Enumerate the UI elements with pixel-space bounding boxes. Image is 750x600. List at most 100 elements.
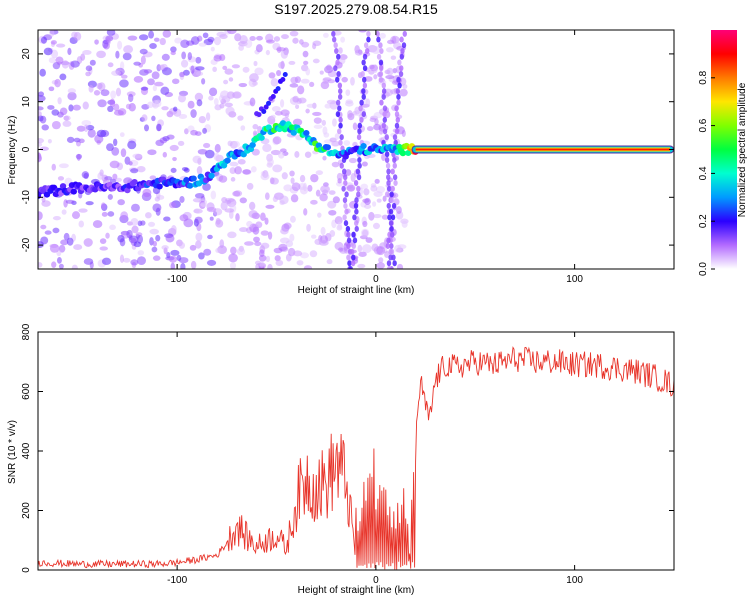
noise-blob [106, 143, 114, 152]
noise-blob [238, 45, 244, 51]
noise-blob [73, 244, 83, 251]
noise-blob [41, 124, 49, 131]
noise-blob [232, 190, 241, 197]
noise-blob [246, 182, 254, 190]
spectrogram-marks [38, 30, 674, 269]
noise-blob [128, 161, 133, 166]
noise-blob [346, 184, 356, 192]
spectrogram-ylabel: Frequency (Hz) [7, 116, 18, 185]
noise-blob [305, 67, 311, 76]
noise-blob [78, 220, 85, 228]
noise-blob [215, 247, 221, 253]
streak-blob [396, 76, 401, 83]
noise-blob [379, 32, 386, 39]
streak-blob [394, 105, 399, 112]
streak-blob [392, 260, 397, 267]
streak-blob [392, 134, 398, 141]
streak-blob [386, 168, 391, 175]
noise-blob [324, 103, 332, 109]
noise-blob [360, 183, 369, 190]
noise-blob [161, 67, 172, 76]
noise-blob [213, 98, 219, 106]
xtick-label: -100 [167, 274, 187, 285]
noise-blob [140, 55, 146, 65]
noise-blob [381, 214, 389, 220]
noise-blob [100, 202, 106, 210]
noise-blob [270, 149, 281, 156]
noise-blob [130, 259, 139, 266]
noise-blob [236, 247, 246, 256]
noise-blob [105, 232, 110, 239]
streak-blob [338, 139, 343, 146]
noise-blob [256, 35, 263, 41]
noise-blob [306, 103, 316, 108]
streak-blob [400, 48, 405, 55]
noise-blob [119, 254, 125, 263]
noise-blob [141, 114, 148, 122]
noise-blob [52, 227, 60, 234]
noise-blob [314, 238, 323, 246]
ridge-blob [186, 182, 194, 189]
noise-blob [373, 123, 382, 131]
streak-blob [390, 214, 396, 221]
noise-blob [317, 212, 322, 218]
noise-blob [38, 138, 45, 144]
noise-blob [361, 244, 372, 254]
noise-blob [47, 138, 52, 144]
noise-blob [38, 153, 42, 162]
noise-blob [298, 97, 307, 104]
noise-blob [374, 178, 380, 184]
noise-blob [299, 252, 310, 259]
noise-blob [262, 143, 272, 153]
streak-blob [347, 260, 352, 267]
noise-blob [213, 152, 220, 161]
streak-blob [401, 42, 407, 49]
streak-blob [354, 197, 359, 204]
streak-blob [337, 93, 343, 100]
noise-blob [260, 230, 269, 236]
noise-blob [265, 255, 271, 263]
noise-blob [362, 229, 369, 237]
noise-blob [283, 184, 293, 192]
snr-ytick-label: 400 [21, 442, 32, 459]
streak-blob [335, 99, 341, 106]
noise-blob [227, 231, 237, 239]
streak-blob [351, 243, 357, 250]
noise-blob [120, 211, 129, 220]
noise-blob [179, 214, 189, 222]
streak-blob [381, 88, 387, 95]
noise-blob [234, 166, 242, 175]
ytick-label: 0 [21, 146, 32, 152]
noise-blob [284, 112, 290, 118]
noise-blob [152, 240, 157, 247]
noise-blob [264, 192, 270, 200]
noise-blob [107, 62, 114, 68]
noise-blob [244, 241, 254, 246]
noise-blob [50, 40, 57, 45]
noise-blob [289, 83, 299, 88]
streak-blob [376, 36, 381, 43]
noise-blob [288, 60, 296, 65]
noise-blob [291, 182, 301, 192]
streak-blob [353, 179, 359, 186]
noise-blob [67, 47, 72, 56]
noise-blob [229, 161, 239, 167]
streak-blob [382, 111, 387, 118]
noise-blob [224, 197, 235, 203]
noise-blob [295, 104, 300, 110]
secondary-ridge-blob [282, 71, 288, 77]
noise-blob [230, 246, 237, 255]
streak-blob [378, 76, 384, 83]
ridge-blob [183, 177, 190, 184]
noise-blob [190, 129, 198, 136]
noise-blob [343, 140, 351, 146]
noise-blob [237, 115, 244, 121]
streak-blob [354, 225, 359, 232]
streak-blob [331, 30, 336, 37]
noise-blob [140, 86, 149, 91]
noise-blob [48, 57, 56, 64]
noise-blob [170, 225, 177, 234]
noise-blob [376, 262, 385, 269]
streak-blob [396, 93, 401, 100]
streak-blob [389, 197, 394, 204]
